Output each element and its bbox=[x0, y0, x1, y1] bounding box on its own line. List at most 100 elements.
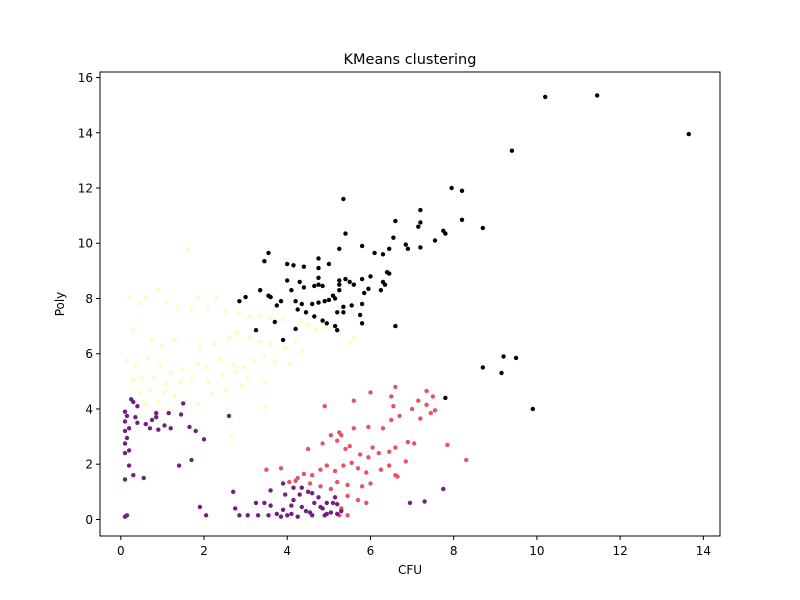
data-point bbox=[237, 310, 242, 315]
data-point bbox=[143, 294, 148, 300]
data-point bbox=[322, 404, 327, 409]
data-point bbox=[441, 486, 446, 492]
data-point bbox=[445, 442, 450, 448]
data-point bbox=[387, 463, 392, 468]
data-point bbox=[162, 390, 167, 395]
data-point bbox=[432, 408, 438, 413]
data-point bbox=[143, 421, 148, 427]
y-tick-label: 10 bbox=[78, 237, 93, 251]
y-tick-label: 6 bbox=[85, 347, 93, 361]
data-point bbox=[185, 247, 190, 253]
data-point bbox=[387, 271, 392, 276]
data-point bbox=[164, 300, 169, 305]
data-point bbox=[268, 294, 273, 300]
data-point bbox=[278, 466, 284, 471]
x-tick-label: 0 bbox=[117, 544, 125, 558]
data-point bbox=[341, 196, 346, 202]
data-point bbox=[316, 256, 321, 261]
data-point bbox=[320, 441, 325, 446]
data-point bbox=[291, 485, 296, 490]
data-point bbox=[393, 445, 398, 450]
data-point bbox=[274, 303, 279, 308]
data-point bbox=[359, 321, 365, 326]
data-point bbox=[122, 450, 128, 456]
data-point bbox=[203, 365, 209, 370]
y-tick-label: 0 bbox=[85, 513, 93, 527]
data-point bbox=[147, 387, 153, 392]
data-point bbox=[156, 398, 161, 403]
data-point bbox=[233, 369, 238, 374]
data-point bbox=[530, 406, 535, 412]
data-point bbox=[380, 252, 386, 257]
data-point bbox=[595, 93, 600, 98]
data-points bbox=[122, 93, 691, 519]
data-point bbox=[168, 426, 173, 431]
cluster-0 bbox=[237, 93, 691, 412]
data-point bbox=[212, 341, 217, 347]
data-point bbox=[316, 300, 321, 305]
data-point bbox=[432, 238, 438, 243]
data-point bbox=[295, 514, 300, 519]
data-point bbox=[312, 314, 317, 319]
data-point bbox=[335, 479, 340, 485]
data-point bbox=[272, 359, 277, 365]
data-point bbox=[345, 482, 350, 488]
data-point bbox=[143, 402, 148, 407]
data-point bbox=[349, 460, 354, 465]
data-point bbox=[126, 426, 132, 431]
data-point bbox=[131, 399, 136, 405]
data-point bbox=[160, 343, 165, 348]
data-point bbox=[464, 457, 469, 463]
data-point bbox=[335, 511, 340, 517]
data-point bbox=[337, 288, 342, 293]
data-point bbox=[124, 358, 130, 363]
data-point bbox=[418, 245, 423, 250]
data-point bbox=[412, 441, 417, 446]
data-point bbox=[245, 513, 250, 518]
data-point bbox=[253, 328, 259, 333]
data-point bbox=[310, 301, 315, 307]
data-point bbox=[147, 426, 153, 431]
data-point bbox=[341, 463, 346, 468]
data-point bbox=[189, 457, 194, 463]
data-point bbox=[351, 282, 356, 287]
data-point bbox=[316, 495, 321, 500]
data-point bbox=[362, 290, 367, 296]
data-point bbox=[368, 274, 373, 279]
data-point bbox=[359, 301, 365, 307]
data-point bbox=[366, 286, 371, 291]
data-point bbox=[162, 423, 167, 428]
y-tick-label: 4 bbox=[85, 402, 93, 416]
data-point bbox=[335, 328, 340, 333]
data-point bbox=[283, 346, 288, 351]
data-point bbox=[241, 365, 246, 370]
data-point bbox=[124, 435, 130, 441]
data-point bbox=[372, 250, 377, 256]
x-axis-label: CFU bbox=[398, 563, 422, 577]
data-point bbox=[193, 428, 198, 434]
y-tick-label: 16 bbox=[78, 71, 93, 85]
data-point bbox=[289, 503, 294, 508]
data-point bbox=[324, 500, 329, 506]
data-point bbox=[335, 310, 340, 315]
data-point bbox=[359, 276, 365, 282]
data-point bbox=[124, 513, 130, 518]
data-point bbox=[174, 304, 180, 309]
data-point bbox=[135, 404, 140, 409]
data-point bbox=[243, 294, 248, 300]
data-point bbox=[428, 410, 433, 416]
data-point bbox=[158, 362, 163, 367]
data-point bbox=[210, 391, 215, 396]
data-point bbox=[178, 412, 184, 417]
data-point bbox=[226, 413, 232, 419]
data-point bbox=[343, 276, 348, 282]
data-point bbox=[318, 504, 323, 510]
data-point bbox=[268, 488, 273, 493]
data-point bbox=[332, 323, 338, 329]
data-point bbox=[335, 438, 340, 443]
data-point bbox=[141, 475, 146, 481]
data-point bbox=[326, 261, 332, 267]
data-point bbox=[316, 265, 321, 271]
data-point bbox=[156, 288, 161, 293]
data-point bbox=[337, 430, 342, 435]
